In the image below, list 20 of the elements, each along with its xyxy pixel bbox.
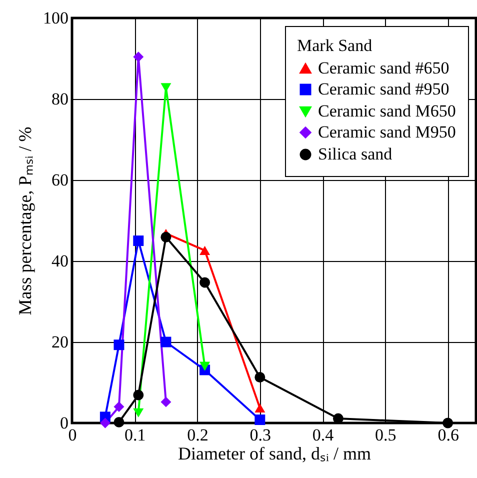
legend-label: Ceramic sand M650: [318, 102, 456, 120]
y-tick-label: 20: [52, 332, 68, 352]
y-tick-label: 80: [52, 90, 68, 108]
x-axis-title: Diameter of sand, dₛᵢ / mm: [178, 444, 371, 464]
y-axis-title: Mass percentage, Pₘₛᵢ / %: [15, 126, 35, 316]
x-tick-label: 0.5: [375, 426, 396, 444]
x-tick-label: 0.3: [250, 426, 272, 444]
legend-title: Mark Sand: [297, 36, 373, 55]
legend-label: Ceramic sand #650: [318, 58, 450, 78]
y-tick-label: 40: [52, 252, 68, 270]
y-tick-label: 0: [60, 414, 68, 432]
legend-label: Silica sand: [318, 144, 393, 164]
x-tick-label: 0.2: [187, 426, 208, 444]
legend-label: Ceramic sand #950: [318, 80, 450, 98]
legend-label: Ceramic sand M950: [318, 122, 456, 142]
x-tick-label: 0.1: [124, 426, 146, 444]
y-tick-label: 60: [52, 170, 68, 190]
x-tick-label: 0.6: [438, 426, 459, 444]
y-tick-label: 100: [43, 8, 68, 28]
x-tick-label: 0.4: [312, 426, 334, 444]
